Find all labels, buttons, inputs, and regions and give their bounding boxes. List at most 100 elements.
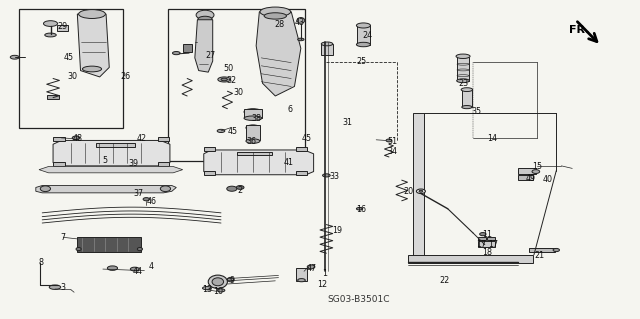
Text: SG03-B3501C: SG03-B3501C [327, 295, 390, 304]
Bar [244, 109, 262, 118]
Text: 42: 42 [136, 134, 147, 143]
Text: 50: 50 [223, 64, 233, 73]
Bar [182, 44, 192, 51]
Bar [57, 25, 68, 31]
Ellipse shape [10, 55, 19, 59]
Bar [104, 149, 112, 156]
Text: 44: 44 [133, 267, 143, 276]
Ellipse shape [386, 139, 392, 142]
Bar [77, 237, 141, 252]
Bar [462, 90, 472, 107]
Ellipse shape [227, 186, 237, 191]
Ellipse shape [532, 170, 540, 174]
Bar [204, 147, 215, 151]
Ellipse shape [161, 186, 171, 192]
Text: 35: 35 [472, 107, 481, 116]
Bar [237, 152, 272, 155]
Bar [53, 137, 65, 141]
Text: 28: 28 [275, 20, 285, 29]
Ellipse shape [244, 109, 262, 115]
Bar [478, 241, 495, 247]
Bar [95, 148, 115, 157]
Bar [518, 168, 536, 174]
Text: 16: 16 [356, 205, 366, 214]
Ellipse shape [173, 51, 180, 55]
Bar [158, 137, 170, 141]
Bar [296, 171, 307, 175]
Text: 21: 21 [534, 251, 545, 260]
Text: 31: 31 [342, 117, 353, 127]
Ellipse shape [297, 18, 305, 23]
Text: 43: 43 [294, 19, 305, 27]
Text: 36: 36 [246, 137, 257, 145]
Ellipse shape [356, 42, 371, 47]
Text: 9: 9 [230, 276, 235, 285]
Ellipse shape [479, 233, 486, 236]
Text: 34: 34 [388, 147, 398, 156]
Ellipse shape [321, 42, 333, 46]
Ellipse shape [298, 38, 304, 41]
Ellipse shape [246, 125, 260, 130]
Polygon shape [39, 167, 182, 173]
Text: 8: 8 [38, 258, 44, 267]
Ellipse shape [264, 13, 287, 19]
Polygon shape [204, 150, 314, 175]
Ellipse shape [260, 7, 291, 17]
Bar [478, 237, 486, 241]
Text: 19: 19 [332, 226, 342, 234]
Ellipse shape [83, 66, 102, 72]
Text: 29: 29 [58, 22, 68, 31]
Bar [529, 249, 555, 252]
Text: 11: 11 [483, 230, 492, 239]
Text: 13: 13 [202, 285, 212, 293]
Bar [296, 268, 307, 281]
Bar [47, 95, 59, 99]
Ellipse shape [417, 189, 426, 194]
Text: FR.: FR. [569, 25, 589, 35]
Bar [97, 149, 103, 156]
Ellipse shape [143, 197, 150, 201]
Text: 46: 46 [147, 197, 156, 206]
Ellipse shape [198, 16, 212, 22]
Ellipse shape [212, 278, 223, 286]
Text: 4: 4 [149, 262, 154, 271]
Polygon shape [195, 20, 212, 72]
Ellipse shape [356, 23, 371, 28]
Ellipse shape [49, 285, 61, 289]
Bar [457, 57, 469, 81]
Ellipse shape [456, 54, 470, 58]
Text: 2: 2 [237, 186, 242, 195]
Ellipse shape [72, 136, 80, 140]
Polygon shape [53, 140, 170, 166]
Ellipse shape [218, 77, 230, 82]
Text: 49: 49 [525, 174, 536, 183]
Text: 30: 30 [67, 72, 77, 81]
Ellipse shape [307, 265, 315, 269]
Bar [487, 237, 495, 241]
Text: 27: 27 [205, 51, 215, 60]
Text: 17: 17 [476, 240, 486, 249]
Ellipse shape [221, 78, 227, 81]
Text: 18: 18 [483, 248, 492, 257]
Text: 5: 5 [103, 156, 108, 165]
Ellipse shape [227, 277, 234, 282]
Bar [357, 26, 370, 45]
Bar [321, 44, 333, 55]
Ellipse shape [298, 278, 305, 282]
Ellipse shape [196, 10, 214, 20]
Text: 3: 3 [60, 283, 65, 292]
Text: 41: 41 [284, 158, 294, 167]
Text: 32: 32 [227, 76, 237, 85]
Text: 26: 26 [120, 72, 131, 81]
Text: 23: 23 [458, 79, 468, 88]
Text: 12: 12 [317, 279, 328, 288]
Ellipse shape [356, 207, 363, 210]
Ellipse shape [138, 248, 143, 251]
Text: 30: 30 [234, 88, 244, 97]
Ellipse shape [457, 79, 469, 83]
Text: 17: 17 [488, 240, 498, 249]
Bar [296, 147, 307, 151]
Text: 24: 24 [362, 31, 372, 40]
Bar [19, 9, 123, 128]
Text: 15: 15 [532, 162, 542, 171]
